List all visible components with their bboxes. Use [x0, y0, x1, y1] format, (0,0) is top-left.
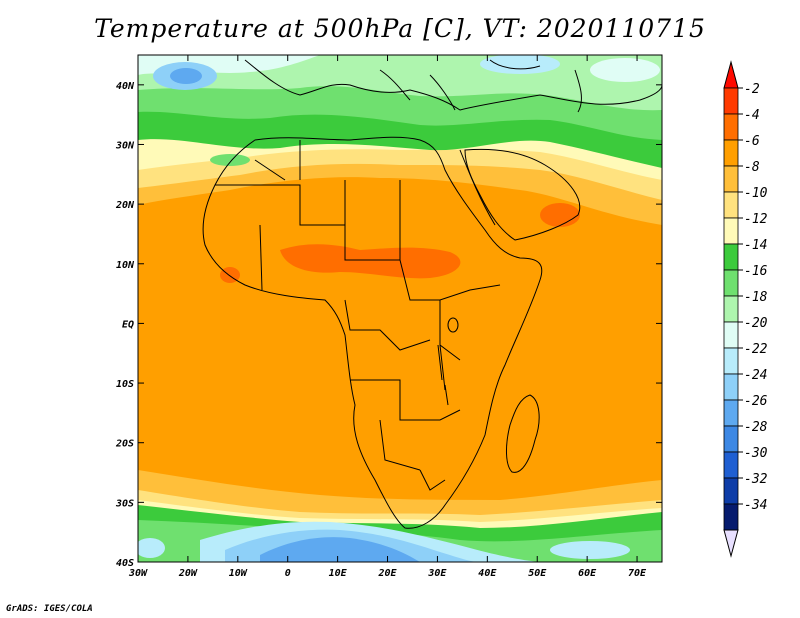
lat-tick-label: 20N [115, 200, 135, 211]
latitude-axis: 40N 30N 20N 10N EQ 10S 20S 30S 40S [115, 81, 662, 569]
lat-tick-label: EQ [122, 319, 134, 330]
colorbar: -2 -4 -6 -8 -10 -12 -14 -16 -18 -20 -22 -24 -26 -28 -3… [723, 60, 768, 558]
colorbar-label: -18 [744, 290, 768, 305]
plot-frame [137, 54, 663, 563]
lon-tick-label: 30E [427, 568, 447, 579]
lon-tick-label: 10W [229, 568, 248, 579]
colorbar-label: -14 [744, 238, 767, 253]
lat-tick-label: 20S [115, 439, 134, 450]
longitude-axis: 30W 20W 10W 0 10E 20E 30E 40E 50E 60E 70E [128, 55, 647, 579]
colorbar-swatch [723, 451, 739, 479]
colorbar-label: -10 [744, 186, 768, 201]
colorbar-label: -12 [744, 212, 768, 227]
colorbar-swatch [723, 243, 739, 271]
lat-tick-label: 10S [116, 379, 134, 390]
colorbar-label: -16 [744, 264, 768, 279]
lat-tick-label: 40N [116, 81, 135, 92]
lon-tick-label: 20W [178, 568, 198, 579]
colorbar-label: -34 [744, 498, 767, 513]
colorbar-swatch [723, 399, 739, 427]
colorbar-label: -4 [744, 108, 760, 123]
lat-tick-label: 10N [116, 260, 135, 271]
lat-tick-label: 30S [115, 498, 134, 509]
colorbar-label: -2 [744, 82, 760, 97]
map-title: Temperature at 500hPa [C], VT: 202011071… [94, 14, 706, 43]
colorbar-label: -30 [744, 446, 768, 461]
colorbar-swatch [723, 217, 739, 245]
colorbar-swatch [723, 113, 739, 141]
colorbar-label: -24 [744, 368, 767, 383]
colorbar-swatch [723, 321, 739, 349]
colorbar-label: -32 [744, 472, 768, 487]
colorbar-top-arrow [723, 60, 739, 89]
colorbar-swatch [723, 295, 739, 323]
colorbar-swatch [723, 87, 739, 115]
colorbar-swatch [723, 503, 739, 531]
colorbar-label: -6 [744, 134, 760, 149]
lon-tick-label: 50E [528, 568, 547, 579]
lon-tick-label: 20E [377, 568, 397, 579]
grads-credit: GrADS: IGES/COLA [6, 604, 93, 614]
colorbar-label: -20 [744, 316, 768, 331]
colorbar-swatch [723, 191, 739, 219]
colorbar-bottom-arrow [723, 529, 739, 558]
colorbar-label: -8 [744, 160, 760, 175]
lon-tick-label: 0 [285, 568, 291, 579]
colorbar-swatch [723, 139, 739, 167]
lon-tick-label: 10E [329, 568, 348, 579]
coastlines [202, 59, 662, 529]
temperature-field [138, 55, 662, 562]
lon-tick-label: 40E [478, 568, 497, 579]
colorbar-swatch [723, 165, 739, 193]
lat-tick-label: 30N [115, 140, 135, 151]
colorbar-swatch [723, 269, 739, 297]
colorbar-label: -28 [744, 420, 768, 435]
lon-tick-label: 60E [578, 568, 597, 579]
colorbar-swatch [723, 373, 739, 401]
colorbar-swatch [723, 347, 739, 375]
colorbar-label: -22 [744, 342, 768, 357]
colorbar-swatch [723, 477, 739, 505]
lon-tick-label: 70E [628, 568, 647, 579]
colorbar-swatch [723, 425, 739, 453]
colorbar-label: -26 [744, 394, 768, 409]
lat-tick-label: 40S [116, 558, 134, 569]
lon-tick-label: 30W [128, 568, 148, 579]
